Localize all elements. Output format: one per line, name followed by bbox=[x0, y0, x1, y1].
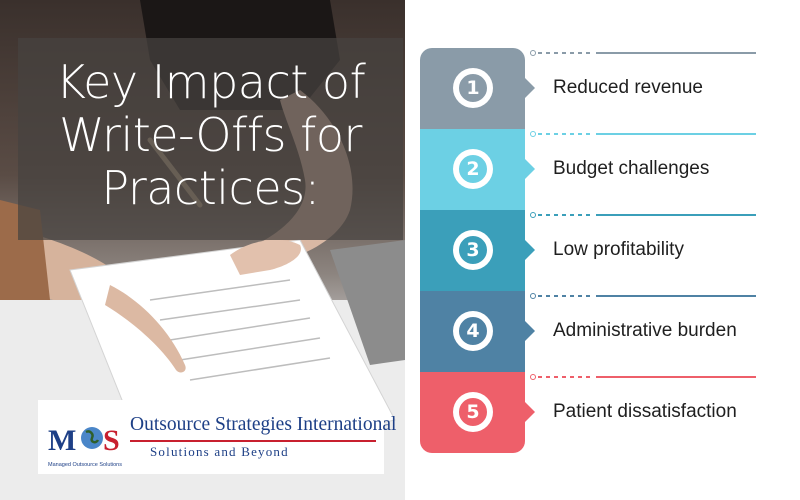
title-band bbox=[18, 38, 403, 240]
svg-text:S: S bbox=[103, 424, 120, 457]
step-number: 1 bbox=[457, 72, 489, 104]
step-arrow bbox=[525, 402, 535, 422]
title-line-1: Key Impact of bbox=[55, 55, 366, 109]
step-number-badge: 2 bbox=[453, 149, 493, 189]
step-divider-line bbox=[530, 376, 756, 378]
step-label-2: Budget challenges bbox=[553, 158, 710, 179]
step-divider-line bbox=[530, 133, 756, 135]
step-divider-line bbox=[530, 52, 756, 54]
step-label-3: Low profitability bbox=[553, 239, 684, 260]
step-number: 3 bbox=[457, 234, 489, 266]
step-divider-line bbox=[530, 295, 756, 297]
step-number-badge: 5 bbox=[453, 392, 493, 432]
step-tab-3: 3 bbox=[420, 210, 525, 291]
svg-text:M: M bbox=[48, 424, 76, 457]
page-title: Key Impact of Write-Offs for Practices: bbox=[18, 56, 403, 215]
step-arrow bbox=[525, 159, 535, 179]
mos-logo-mark: M S bbox=[48, 424, 120, 457]
step-arrow bbox=[525, 240, 535, 260]
step-divider-line bbox=[530, 214, 756, 216]
step-tab-1: 1 bbox=[420, 48, 525, 129]
logo-tagline: Solutions and Beyond bbox=[150, 444, 289, 459]
step-number: 4 bbox=[457, 315, 489, 347]
title-line-3: Practices: bbox=[101, 161, 320, 215]
step-number: 2 bbox=[457, 153, 489, 185]
logo-subtitle: Managed Outsource Solutions bbox=[48, 462, 122, 468]
step-label-4: Administrative burden bbox=[553, 320, 737, 341]
step-tab-5: 5 bbox=[420, 372, 525, 453]
step-number-badge: 1 bbox=[453, 68, 493, 108]
logo-company-name: Outsource Strategies International bbox=[130, 414, 397, 435]
step-arrow bbox=[525, 78, 535, 98]
logo-divider bbox=[130, 440, 376, 442]
title-line-2: Write-Offs for bbox=[59, 108, 362, 162]
steps-column: 1 2 3 4 5 bbox=[420, 48, 525, 453]
step-tab-2: 2 bbox=[420, 129, 525, 210]
step-number-badge: 4 bbox=[453, 311, 493, 351]
step-label-1: Reduced revenue bbox=[553, 77, 703, 98]
step-label-5: Patient dissatisfaction bbox=[553, 401, 737, 422]
step-number: 5 bbox=[457, 396, 489, 428]
step-number-badge: 3 bbox=[453, 230, 493, 270]
company-logo: M S Outsource Strategies International S… bbox=[38, 400, 396, 474]
step-tab-4: 4 bbox=[420, 291, 525, 372]
step-arrow bbox=[525, 321, 535, 341]
